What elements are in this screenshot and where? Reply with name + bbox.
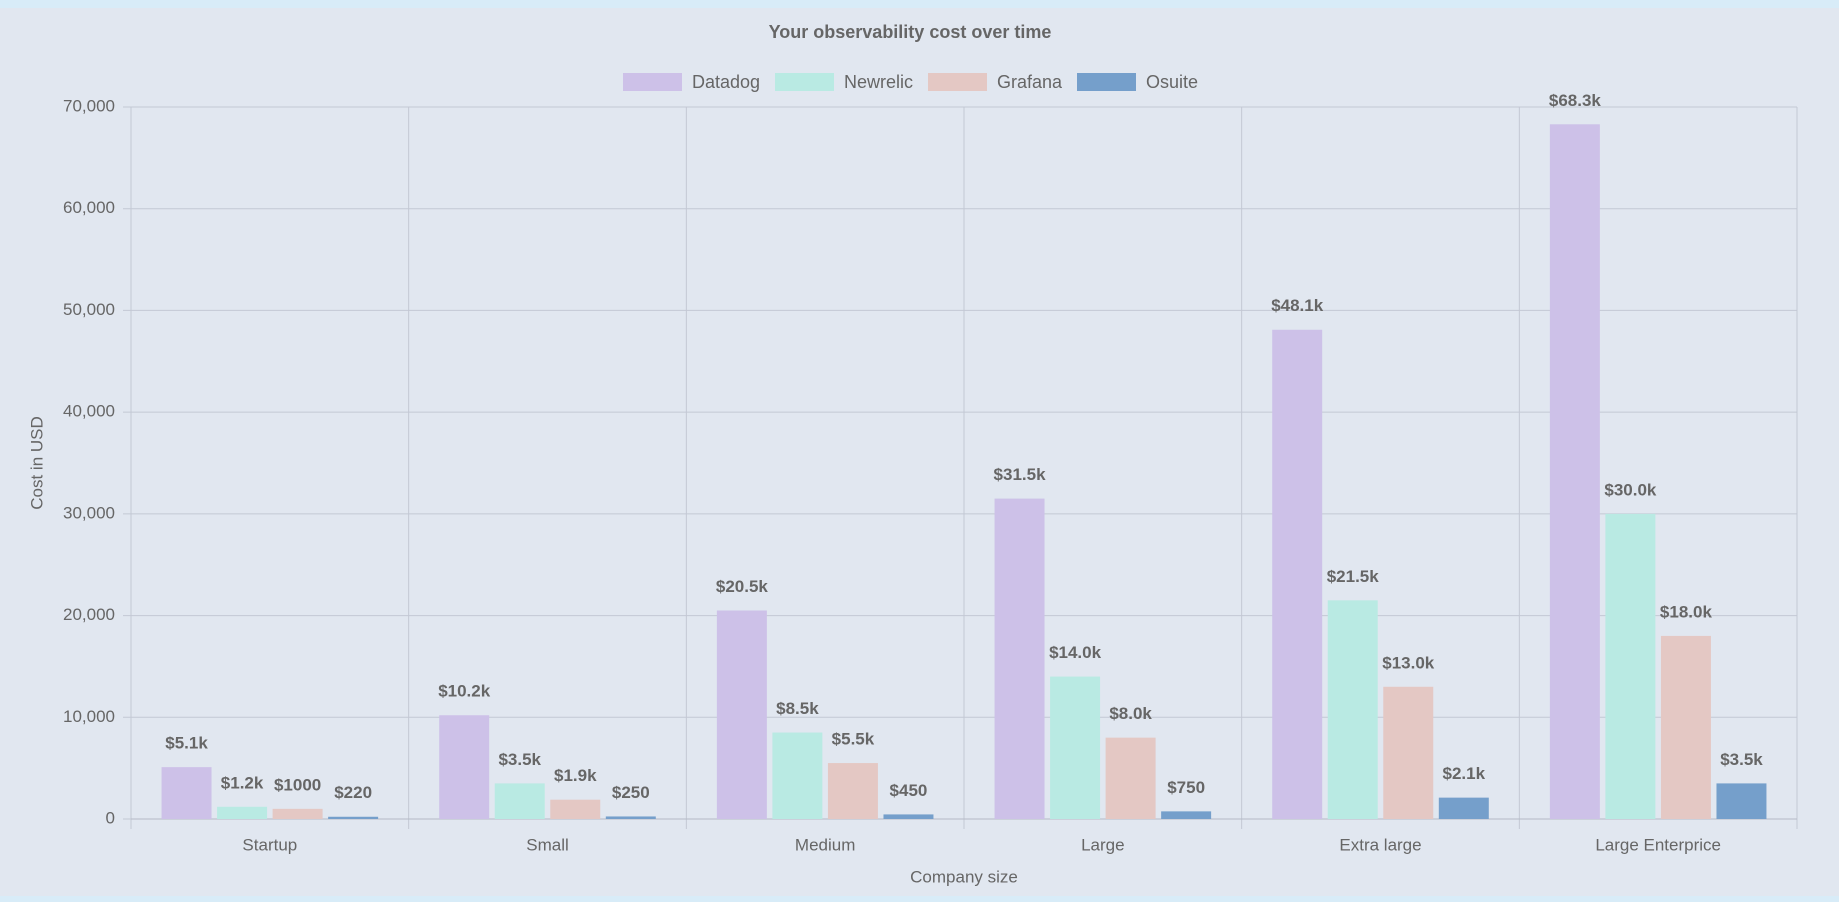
bar: [605, 816, 656, 819]
value-label: $3.5k: [498, 750, 541, 769]
value-label: $20.5k: [716, 577, 769, 596]
x-axis-title: Company size: [910, 867, 1018, 886]
y-tick-label: 40,000: [63, 402, 115, 421]
value-label: $250: [612, 783, 650, 802]
value-label: $21.5k: [1327, 567, 1380, 586]
x-tick-label: Large: [1081, 835, 1124, 854]
bottom-band: [0, 896, 1839, 902]
bar: [328, 816, 379, 819]
bar: [161, 767, 212, 819]
value-label: $8.5k: [776, 699, 819, 718]
bar: [1327, 600, 1378, 819]
y-tick-label: 50,000: [63, 300, 115, 319]
bar: [772, 732, 823, 819]
bar: [272, 808, 323, 819]
legend-label: Datadog: [692, 72, 760, 92]
bar: [1105, 737, 1156, 819]
bar: [827, 763, 878, 819]
legend-swatch: [1077, 73, 1136, 91]
value-label: $8.0k: [1109, 704, 1152, 723]
bar: [1438, 797, 1489, 819]
legend-swatch: [775, 73, 834, 91]
y-tick-label: 70,000: [63, 96, 115, 115]
x-tick-label: Large Enterprice: [1595, 835, 1721, 854]
value-label: $220: [334, 783, 372, 802]
bar: [716, 610, 767, 819]
bar: [883, 814, 934, 819]
top-band: [0, 0, 1839, 8]
value-label: $750: [1167, 778, 1205, 797]
bar: [1660, 635, 1711, 819]
value-label: $30.0k: [1604, 480, 1657, 499]
value-label: $1.9k: [554, 766, 597, 785]
bar: [439, 715, 490, 819]
value-label: $10.2k: [438, 682, 491, 701]
bar: [994, 498, 1045, 819]
value-label: $48.1k: [1271, 296, 1324, 315]
y-tick-label: 20,000: [63, 605, 115, 624]
value-label: $13.0k: [1382, 653, 1435, 672]
y-tick-label: 0: [106, 808, 115, 827]
bar: [1605, 513, 1656, 819]
value-label: $18.0k: [1660, 602, 1713, 621]
value-label: $14.0k: [1049, 643, 1102, 662]
bar: [550, 799, 601, 819]
y-tick-label: 60,000: [63, 198, 115, 217]
value-label: $5.5k: [832, 730, 875, 749]
x-tick-label: Extra large: [1339, 835, 1421, 854]
bar: [1050, 676, 1101, 819]
x-tick-label: Small: [526, 835, 569, 854]
value-label: $1000: [274, 775, 321, 794]
y-axis-title: Cost in USD: [27, 416, 46, 510]
bar: [217, 806, 268, 819]
bar: [1383, 686, 1434, 819]
value-label: $31.5k: [994, 465, 1047, 484]
x-tick-label: Medium: [795, 835, 855, 854]
value-label: $2.1k: [1443, 764, 1486, 783]
legend-label: Grafana: [997, 72, 1063, 92]
value-label: $5.1k: [165, 734, 208, 753]
value-label: $68.3k: [1549, 91, 1602, 110]
legend-label: Osuite: [1146, 72, 1198, 92]
value-label: $450: [890, 781, 928, 800]
bar: [1272, 329, 1323, 819]
value-label: $3.5k: [1720, 750, 1763, 769]
bar: [1549, 124, 1600, 819]
bar: [494, 783, 545, 819]
bar: [1716, 783, 1767, 819]
y-tick-label: 30,000: [63, 503, 115, 522]
x-tick-label: Startup: [242, 835, 297, 854]
y-tick-label: 10,000: [63, 707, 115, 726]
chart-title: Your observability cost over time: [769, 22, 1052, 42]
bar: [1161, 811, 1212, 819]
legend-label: Newrelic: [844, 72, 913, 92]
legend-swatch: [928, 73, 987, 91]
legend-swatch: [623, 73, 682, 91]
value-label: $1.2k: [221, 773, 264, 792]
